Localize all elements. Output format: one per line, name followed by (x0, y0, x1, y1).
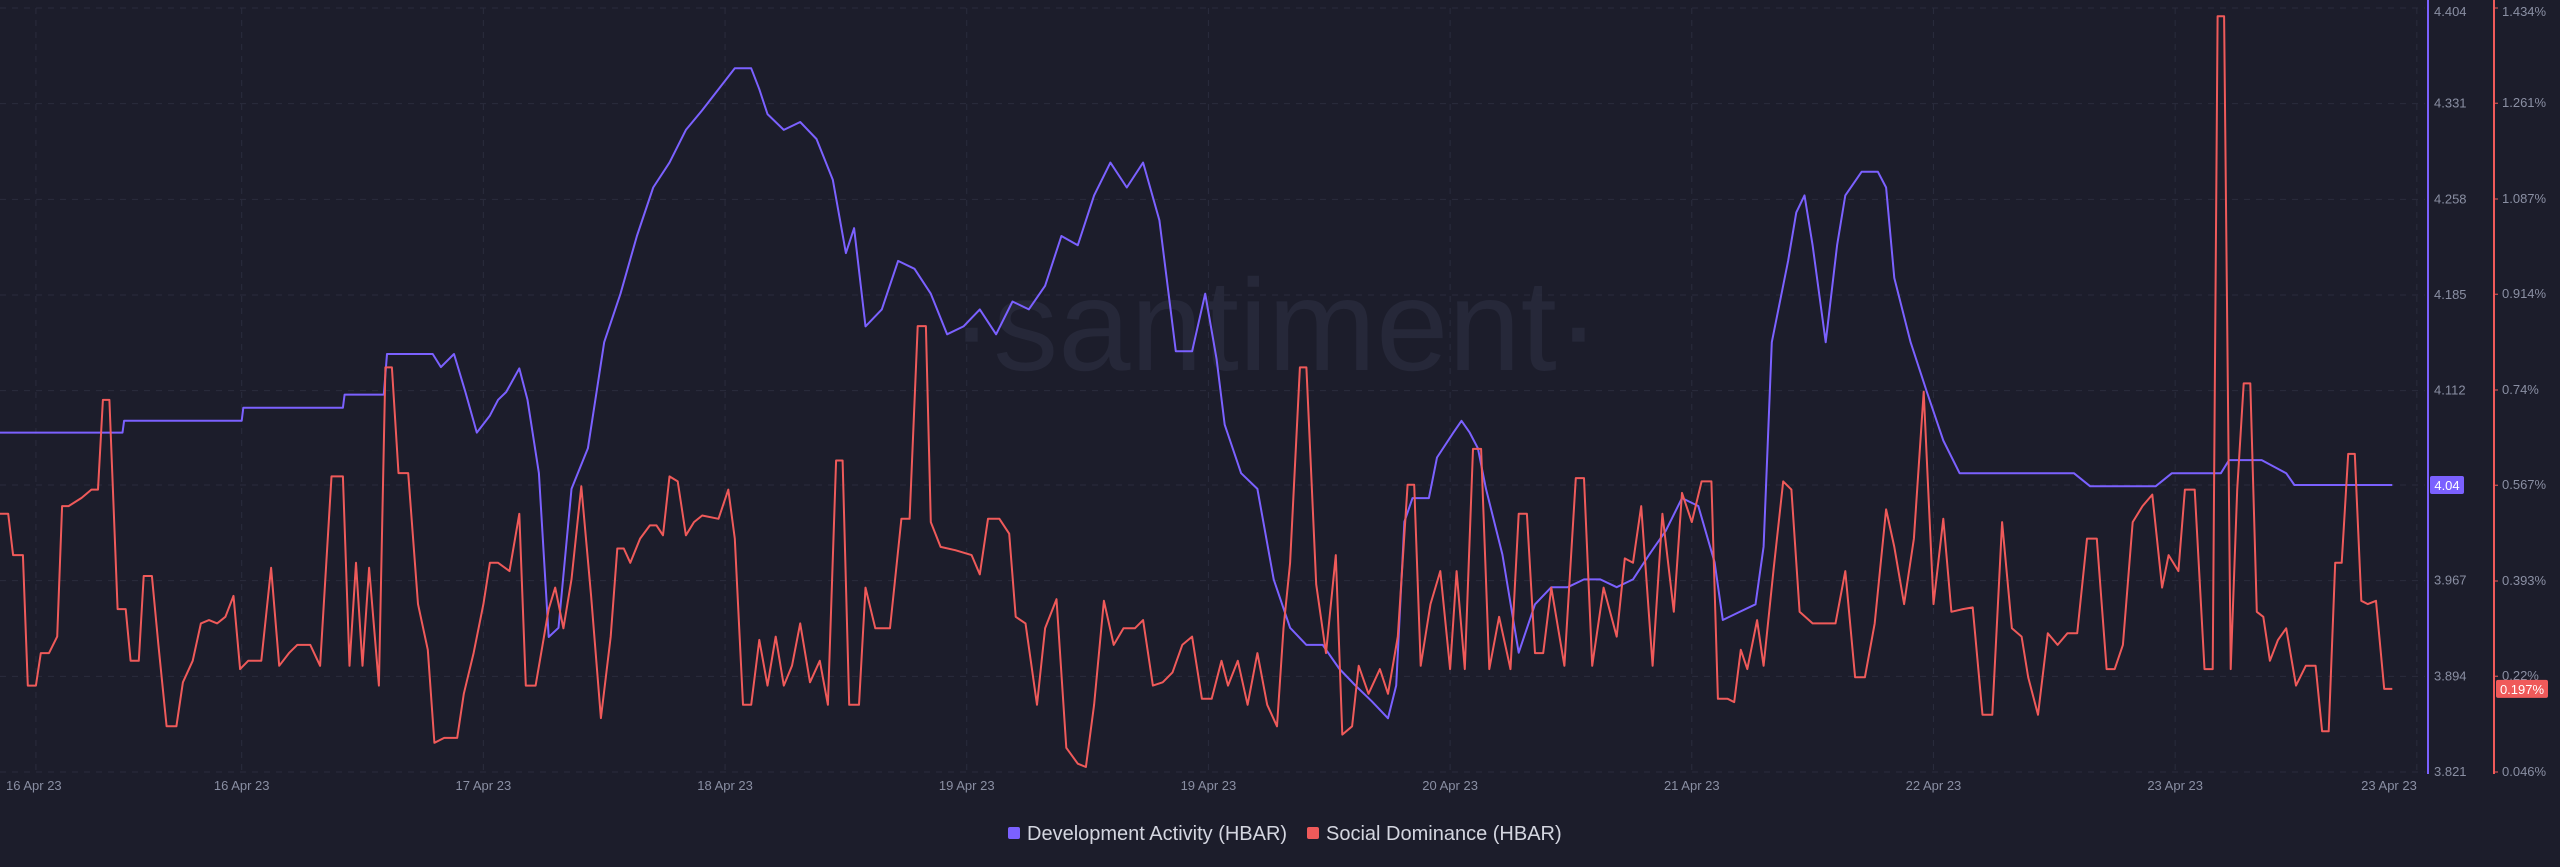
current-value-label: 4.04 (2434, 478, 2459, 493)
y2-tick-label: 1.434% (2502, 4, 2547, 19)
series-line (0, 67, 2393, 720)
x-tick-label: 21 Apr 23 (1664, 778, 1720, 793)
y-tick-label: 4.404 (2434, 4, 2467, 19)
legend-label: Development Activity (HBAR) (1027, 823, 1287, 845)
x-tick-label: 23 Apr 23 (2361, 778, 2417, 793)
x-tick-label: 20 Apr 23 (1422, 778, 1478, 793)
y2-tick-label: 1.087% (2502, 191, 2547, 206)
x-tick-label: 16 Apr 23 (214, 778, 270, 793)
y-tick-label: 4.258 (2434, 191, 2467, 206)
current-value-label: 0.197% (2500, 682, 2545, 697)
y2-tick-label: 0.046% (2502, 764, 2547, 779)
y2-tick-label: 0.393% (2502, 573, 2547, 588)
x-tick-label: 16 Apr 23 (6, 778, 62, 793)
y-tick-label: 3.894 (2434, 668, 2467, 683)
y2-tick-label: 0.914% (2502, 286, 2547, 301)
legend-swatch (1307, 827, 1319, 839)
y-tick-label: 3.967 (2434, 573, 2467, 588)
x-tick-label: 17 Apr 23 (456, 778, 512, 793)
legend-label: Social Dominance (HBAR) (1326, 823, 1562, 845)
x-tick-label: 19 Apr 23 (939, 778, 995, 793)
y-tick-label: 4.185 (2434, 287, 2467, 302)
y-tick-label: 3.821 (2434, 764, 2467, 779)
x-tick-label: 23 Apr 23 (2147, 778, 2203, 793)
y-tick-label: 4.112 (2434, 383, 2466, 398)
watermark: ·santiment· (950, 252, 1600, 398)
x-tick-label: 22 Apr 23 (1906, 778, 1962, 793)
current-value-badge (2496, 679, 2548, 698)
y2-tick-label: 0.22% (2502, 668, 2539, 683)
y2-tick-label: 1.261% (2502, 95, 2547, 110)
x-tick-label: 19 Apr 23 (1181, 778, 1237, 793)
x-tick-label: 18 Apr 23 (697, 778, 753, 793)
y-tick-label: 4.331 (2434, 96, 2467, 111)
current-value-badge (2430, 476, 2464, 495)
y2-tick-label: 0.74% (2502, 382, 2539, 397)
y2-tick-label: 0.567% (2502, 477, 2547, 492)
legend-swatch (1008, 827, 1020, 839)
series-line (0, 15, 2393, 768)
